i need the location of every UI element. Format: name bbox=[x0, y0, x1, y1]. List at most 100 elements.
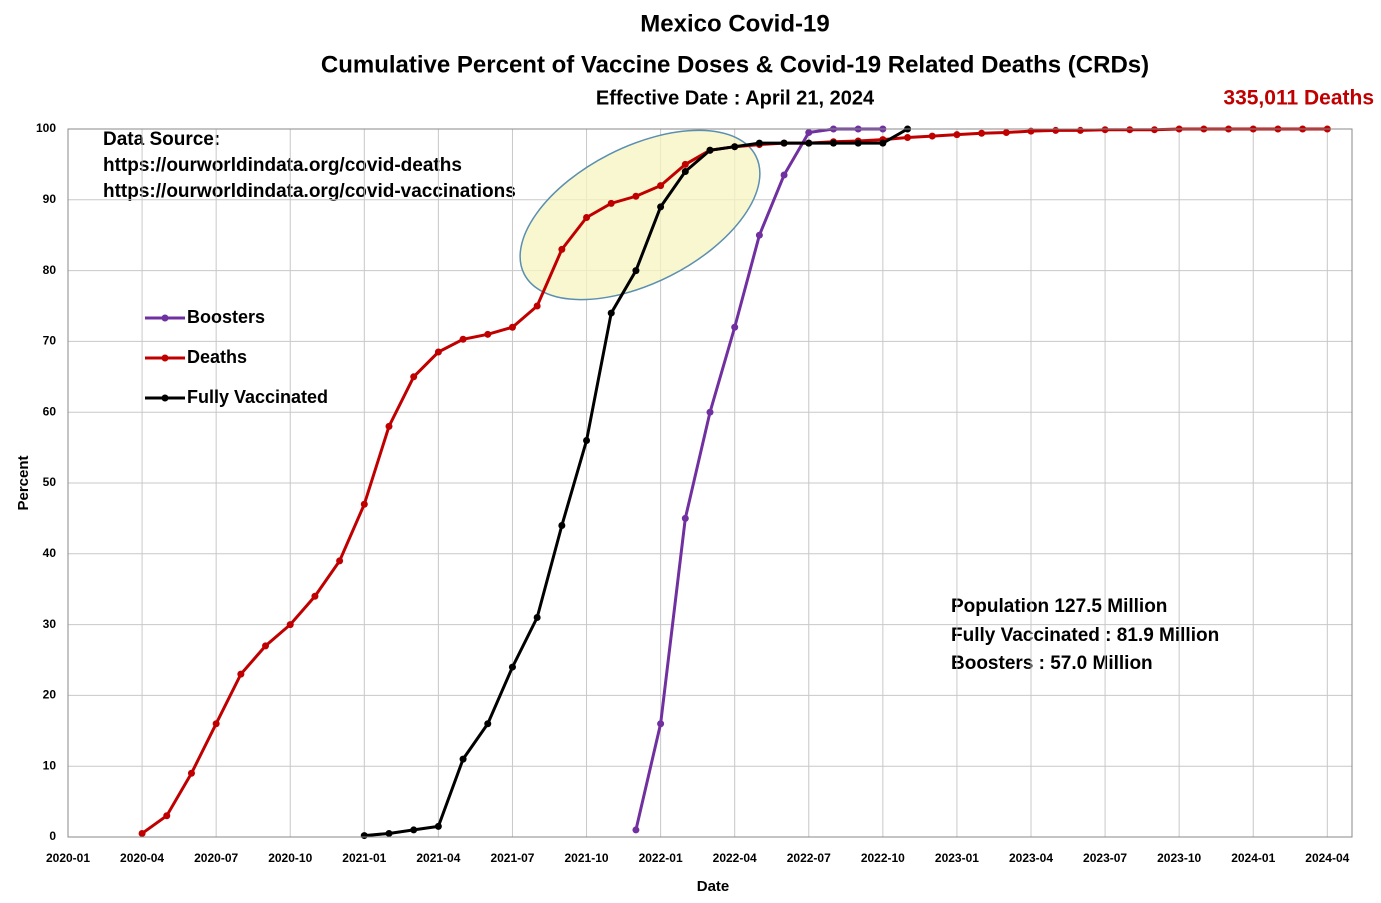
data-point bbox=[607, 309, 615, 317]
data-point bbox=[632, 192, 640, 200]
x-tick-label: 2020-10 bbox=[268, 851, 312, 865]
data-point bbox=[854, 139, 862, 147]
legend-label: Fully Vaccinated bbox=[187, 387, 328, 407]
legend-label: Boosters bbox=[187, 307, 265, 327]
x-tick-label: 2023-01 bbox=[935, 851, 979, 865]
data-point bbox=[607, 199, 615, 207]
data-point bbox=[508, 663, 516, 671]
data-point bbox=[163, 812, 171, 820]
data-point bbox=[237, 670, 245, 678]
x-tick-label: 2024-01 bbox=[1231, 851, 1275, 865]
data-point bbox=[410, 826, 418, 834]
data-point bbox=[780, 139, 788, 147]
data-point bbox=[262, 642, 270, 650]
y-tick-label: 10 bbox=[43, 758, 57, 772]
data-point bbox=[360, 500, 368, 508]
data-point bbox=[138, 829, 146, 837]
y-tick-label: 40 bbox=[43, 546, 57, 560]
data-point bbox=[484, 330, 492, 338]
stats-text: Boosters : 57.0 Million bbox=[951, 653, 1153, 674]
y-axis-label: Percent bbox=[15, 455, 32, 510]
legend-label: Deaths bbox=[187, 347, 247, 367]
y-tick-label: 80 bbox=[43, 263, 57, 277]
data-point bbox=[681, 160, 689, 168]
x-tick-label: 2023-07 bbox=[1083, 851, 1127, 865]
data-point bbox=[1052, 126, 1060, 134]
data-point bbox=[879, 139, 887, 147]
data-point bbox=[508, 323, 516, 331]
data-point bbox=[829, 139, 837, 147]
data-point bbox=[459, 755, 467, 763]
data-point bbox=[755, 231, 763, 239]
x-tick-label: 2021-07 bbox=[490, 851, 534, 865]
data-point bbox=[583, 214, 591, 221]
data-point bbox=[558, 521, 566, 529]
x-tick-label: 2022-07 bbox=[787, 851, 831, 865]
x-tick-label: 2023-04 bbox=[1009, 851, 1053, 865]
highlight-ellipse bbox=[519, 129, 761, 301]
x-tick-label: 2020-04 bbox=[120, 851, 164, 865]
x-tick-label: 2022-01 bbox=[639, 851, 683, 865]
data-point bbox=[632, 826, 640, 834]
x-axis-label: Date bbox=[697, 878, 730, 895]
y-tick-label: 20 bbox=[43, 688, 57, 702]
data-point bbox=[336, 557, 344, 565]
data-point bbox=[731, 143, 739, 151]
data-point bbox=[780, 171, 788, 179]
stats-text: Population 127.5 Million bbox=[951, 596, 1167, 617]
x-tick-label: 2023-10 bbox=[1157, 851, 1201, 865]
data-point bbox=[904, 133, 912, 141]
data-point bbox=[657, 203, 665, 211]
stats-text: Fully Vaccinated : 81.9 Million bbox=[951, 625, 1219, 646]
legend-swatch bbox=[161, 314, 169, 322]
x-tick-label: 2021-01 bbox=[342, 851, 386, 865]
x-tick-label: 2021-10 bbox=[565, 851, 609, 865]
data-point bbox=[187, 769, 195, 777]
data-point bbox=[1126, 126, 1134, 134]
effective-date: Effective Date : April 21, 2024 bbox=[596, 87, 875, 109]
y-tick-label: 30 bbox=[43, 617, 57, 631]
data-point bbox=[657, 720, 665, 728]
data-point bbox=[706, 146, 714, 154]
data-point bbox=[311, 592, 319, 600]
data-point bbox=[681, 167, 689, 175]
x-tick-label: 2020-01 bbox=[46, 851, 90, 865]
data-point bbox=[385, 829, 393, 837]
legend-swatch bbox=[161, 394, 169, 402]
data-point bbox=[459, 335, 467, 343]
data-point bbox=[805, 129, 813, 137]
data-point bbox=[731, 323, 739, 331]
data-point bbox=[657, 182, 665, 190]
data-point bbox=[533, 614, 541, 622]
data-point bbox=[1002, 129, 1010, 137]
x-tick-label: 2020-07 bbox=[194, 851, 238, 865]
x-tick-label: 2021-04 bbox=[416, 851, 460, 865]
deaths-total: 335,011 Deaths bbox=[1223, 87, 1374, 110]
data-point bbox=[681, 514, 689, 522]
data-point bbox=[755, 139, 763, 147]
data-point bbox=[385, 422, 393, 430]
data-point bbox=[360, 832, 368, 840]
y-tick-label: 50 bbox=[43, 475, 57, 489]
data-point bbox=[1076, 126, 1084, 134]
data-point bbox=[928, 132, 936, 140]
source-text: https://ourworldindata.org/covid-vaccina… bbox=[103, 181, 516, 202]
plot-frame bbox=[67, 128, 1353, 838]
data-point bbox=[632, 267, 640, 275]
y-tick-label: 70 bbox=[43, 334, 57, 348]
chart-title: Mexico Covid-19 bbox=[640, 10, 829, 37]
chart-subtitle: Cumulative Percent of Vaccine Doses & Co… bbox=[321, 51, 1149, 78]
data-point bbox=[953, 131, 961, 139]
data-point bbox=[434, 348, 442, 356]
data-point bbox=[286, 621, 294, 629]
y-tick-label: 100 bbox=[36, 121, 56, 135]
data-point bbox=[212, 720, 220, 728]
data-point bbox=[706, 408, 714, 416]
data-point bbox=[583, 437, 591, 445]
y-tick-label: 60 bbox=[43, 404, 57, 418]
source-text: https://ourworldindata.org/covid-deaths bbox=[103, 155, 462, 176]
source-text: Data Source: bbox=[103, 129, 220, 150]
data-point bbox=[558, 245, 566, 253]
data-point bbox=[533, 302, 541, 310]
